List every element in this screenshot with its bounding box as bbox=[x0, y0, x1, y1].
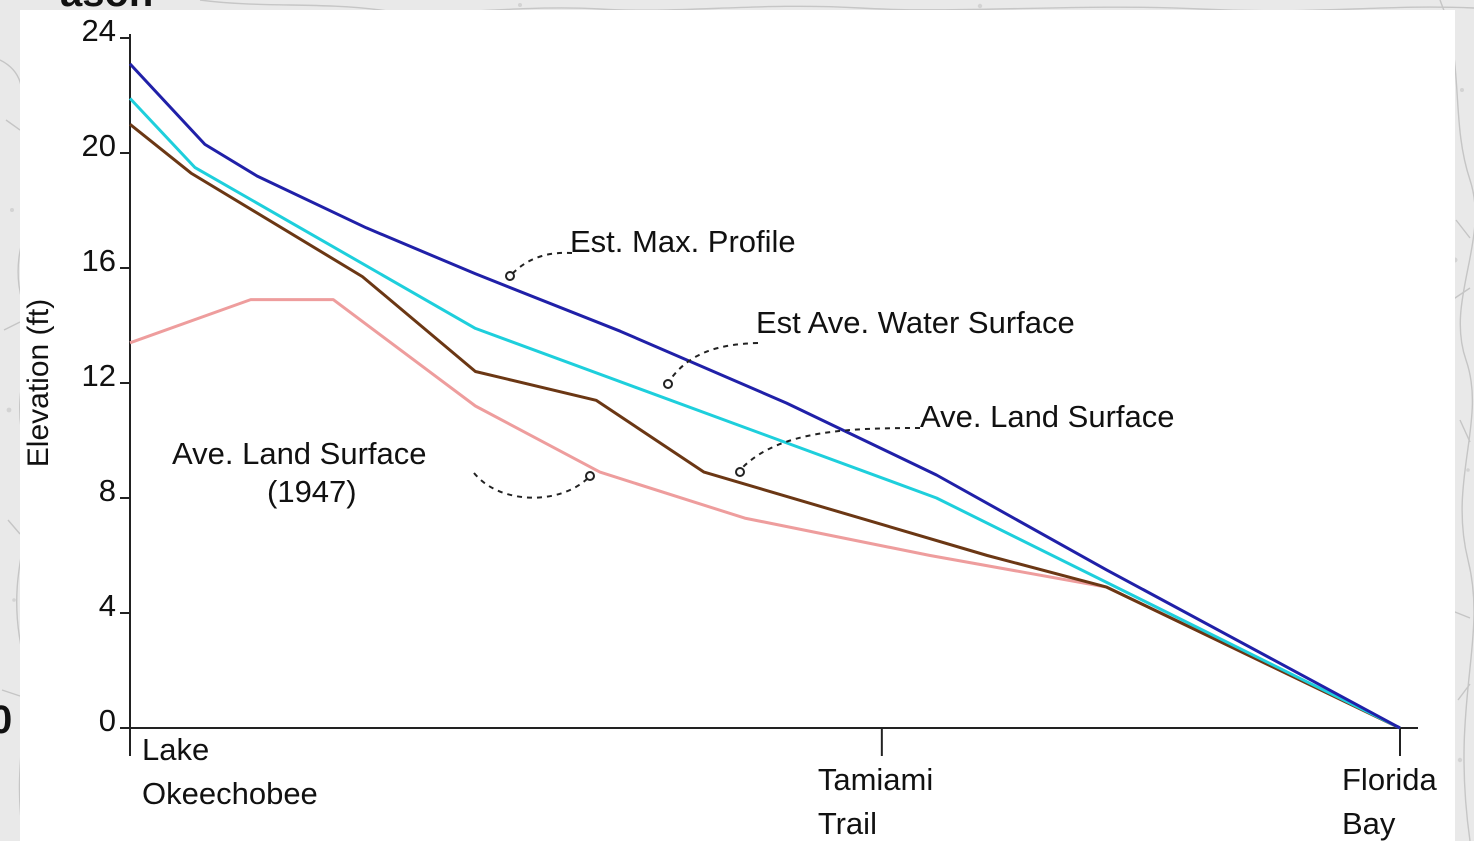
x-category-label: Okeechobee bbox=[142, 776, 318, 811]
annotation-label: Est Ave. Water Surface bbox=[756, 305, 1075, 340]
cropped-left-fragment: 0 bbox=[0, 698, 12, 742]
axes: 0 4 8 12 16 20 24 Elevation (ft) Lake Okeechobee T… bbox=[22, 13, 1438, 841]
annotation-arrowhead bbox=[505, 271, 515, 281]
y-axis-label: Elevation (ft) bbox=[22, 299, 55, 467]
annotation-leader bbox=[669, 342, 759, 381]
y-tick-label: 16 bbox=[82, 243, 116, 278]
x-category-label: Tamiami bbox=[818, 762, 933, 797]
series-lines bbox=[128, 62, 1401, 730]
annotation-leader bbox=[511, 251, 573, 275]
annotation-label: (1947) bbox=[267, 474, 357, 509]
series-line bbox=[128, 97, 1401, 730]
annotation-leader bbox=[741, 427, 921, 469]
series-line bbox=[128, 62, 1401, 730]
annotation-leader bbox=[473, 472, 589, 499]
y-tick-label: 8 bbox=[99, 473, 116, 508]
y-tick-label: 4 bbox=[99, 588, 116, 623]
x-category-label: Lake bbox=[142, 732, 209, 767]
annotations: Est. Max. Profile Est Ave. Water Surface A… bbox=[172, 224, 1175, 509]
series-line bbox=[129, 123, 1401, 730]
y-tick-label: 20 bbox=[82, 128, 116, 163]
annotation-label: Est. Max. Profile bbox=[570, 224, 796, 259]
x-category-label: Bay bbox=[1342, 806, 1396, 841]
annotation-arrowhead bbox=[735, 467, 745, 477]
x-category-label: Florida bbox=[1342, 762, 1438, 797]
series-line bbox=[129, 298, 1401, 730]
cropped-heading-fragment: ason bbox=[60, 0, 153, 15]
annotation-label: Ave. Land Surface bbox=[172, 436, 427, 471]
annotation-arrowhead bbox=[663, 379, 673, 389]
annotation-label: Ave. Land Surface bbox=[920, 399, 1175, 434]
y-tick-label: 24 bbox=[82, 13, 116, 48]
y-tick-label: 0 bbox=[99, 703, 116, 738]
y-tick-label: 12 bbox=[82, 358, 116, 393]
x-category-label: Trail bbox=[818, 806, 877, 841]
annotation-arrowhead bbox=[585, 471, 595, 481]
